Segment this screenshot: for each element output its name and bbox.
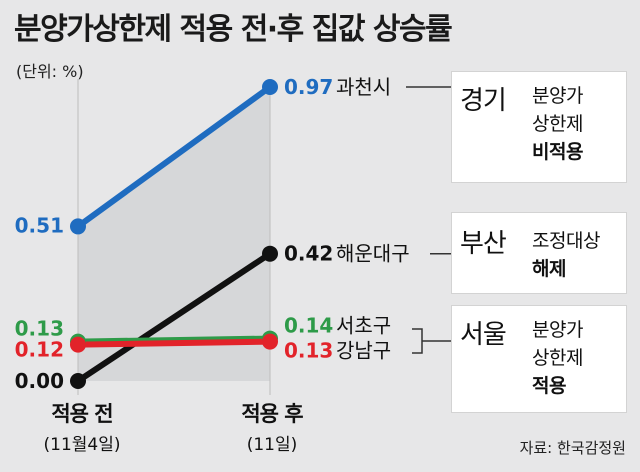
card-region-busan: 부산 xyxy=(460,229,507,259)
series-name-과천시: 과천시 xyxy=(336,75,391,99)
value-label-before-해운대구: 0.00 xyxy=(15,369,64,393)
card-region-gyeonggi: 경기 xyxy=(460,86,507,116)
card-emphasis: 해제 xyxy=(532,258,566,280)
point-after-강남구 xyxy=(262,333,278,350)
card-line: 분양가 xyxy=(532,85,583,107)
series-line-해운대구 xyxy=(75,250,273,384)
card-busan: 부산 조정대상 해제 xyxy=(451,212,627,294)
unit-label: (단위: %) xyxy=(16,62,84,81)
card-line: 조정대상 xyxy=(532,230,600,252)
series-name-강남구: 강남구 xyxy=(336,339,391,363)
value-label-after-강남구: 0.13 xyxy=(284,339,333,363)
point-before-강남구 xyxy=(70,336,86,353)
x-label-after-main: 적용 후 xyxy=(241,402,303,426)
x-label-before-sub: (11월4일) xyxy=(43,435,121,455)
x-label-before: 적용 전 (11월4일) xyxy=(32,398,132,455)
card-gyeonggi: 경기 분양가 상한제 비적용 xyxy=(451,71,627,183)
value-label-after-과천시: 0.97 xyxy=(284,75,333,99)
point-after-해운대구 xyxy=(262,245,278,262)
shaded-area xyxy=(78,87,270,381)
x-label-after-sub: (11일) xyxy=(246,435,298,455)
series-line-과천시 xyxy=(75,84,273,230)
x-label-before-main: 적용 전 xyxy=(51,402,113,426)
series-name-서초구: 서초구 xyxy=(336,314,391,338)
card-emphasis: 비적용 xyxy=(532,141,583,163)
point-before-해운대구 xyxy=(70,373,86,389)
value-label-before-서초구: 0.13 xyxy=(15,317,64,341)
series-line-강남구 xyxy=(75,338,273,348)
point-before-과천시 xyxy=(70,218,86,235)
source-note: 자료: 한국감정원 xyxy=(519,439,626,457)
card-line: 상한제 xyxy=(532,347,583,369)
value-label-after-서초구: 0.14 xyxy=(284,314,333,338)
series-line-서초구 xyxy=(75,335,273,345)
card-seoul: 서울 분양가 상한제 적용 xyxy=(451,305,627,413)
card-emphasis: 적용 xyxy=(532,375,566,397)
card-line: 분양가 xyxy=(532,319,583,341)
x-label-after: 적용 후 (11일) xyxy=(222,398,322,455)
card-region-seoul: 서울 xyxy=(460,320,507,350)
value-label-before-강남구: 0.12 xyxy=(15,338,64,362)
series-name-해운대구: 해운대구 xyxy=(336,242,410,266)
point-after-과천시 xyxy=(262,79,278,95)
card-line: 상한제 xyxy=(532,113,583,135)
connector-seoul xyxy=(412,328,451,354)
value-label-before-과천시: 0.51 xyxy=(15,213,64,237)
value-label-after-해운대구: 0.42 xyxy=(284,242,333,266)
chart-title: 분양가상한제 적용 전·후 집값 상승률 xyxy=(14,12,453,47)
